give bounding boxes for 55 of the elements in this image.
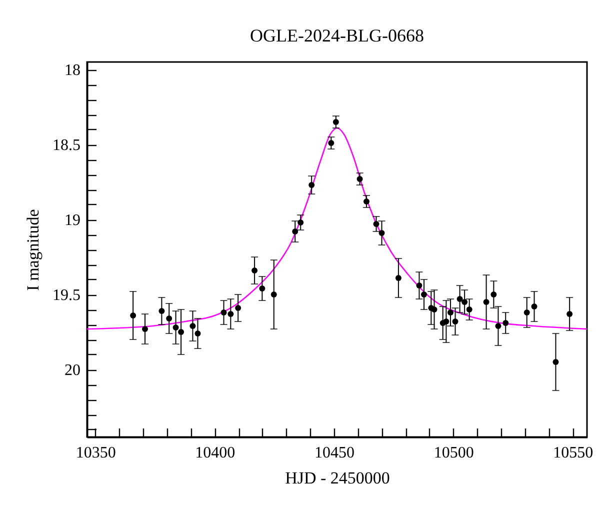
y-tick-label: 19 xyxy=(64,212,80,229)
x-tick-label: 10500 xyxy=(434,444,474,462)
point xyxy=(395,275,402,281)
y-tick-label: 18 xyxy=(64,62,80,79)
point xyxy=(378,230,385,236)
point xyxy=(524,310,530,316)
point xyxy=(483,299,490,305)
point xyxy=(447,310,454,316)
chart-title: OGLE-2024-BLG-0668 xyxy=(250,26,424,46)
point xyxy=(332,119,339,125)
y-tick-label: 18.5 xyxy=(52,137,80,154)
point xyxy=(462,299,468,305)
point xyxy=(566,311,573,317)
x-tick-label: 10350 xyxy=(76,444,116,462)
point xyxy=(443,318,450,324)
x-axis-title: HJD - 2450000 xyxy=(285,468,390,488)
point xyxy=(495,323,502,329)
point xyxy=(466,306,472,312)
x-tick-label: 10450 xyxy=(314,444,355,462)
point xyxy=(142,326,148,332)
point xyxy=(190,323,196,329)
point xyxy=(328,140,334,146)
point xyxy=(363,198,370,204)
point xyxy=(178,329,184,335)
point xyxy=(166,316,172,322)
point xyxy=(452,318,458,324)
point xyxy=(308,182,315,188)
point xyxy=(356,176,363,182)
point xyxy=(270,292,277,298)
point xyxy=(158,308,165,314)
point xyxy=(552,359,559,365)
point xyxy=(420,292,427,298)
point xyxy=(298,220,304,226)
point xyxy=(194,330,201,336)
point xyxy=(531,304,538,310)
point xyxy=(172,324,179,330)
y-tick-label: 19.5 xyxy=(52,287,80,304)
point xyxy=(416,282,422,288)
y-tick-label: 20 xyxy=(64,362,80,379)
point xyxy=(130,312,136,318)
point xyxy=(373,221,380,227)
point xyxy=(502,320,509,326)
point xyxy=(252,268,258,274)
point xyxy=(228,311,234,317)
x-tick-label: 10400 xyxy=(195,444,236,462)
x-tick-label: 10550 xyxy=(553,444,594,462)
point xyxy=(490,292,497,298)
point xyxy=(456,296,463,302)
point xyxy=(431,306,438,312)
point xyxy=(235,305,242,311)
y-axis-title: I magnitude xyxy=(24,209,42,291)
line-series xyxy=(86,127,588,330)
point xyxy=(220,310,227,316)
point xyxy=(259,286,266,292)
point xyxy=(292,228,298,234)
